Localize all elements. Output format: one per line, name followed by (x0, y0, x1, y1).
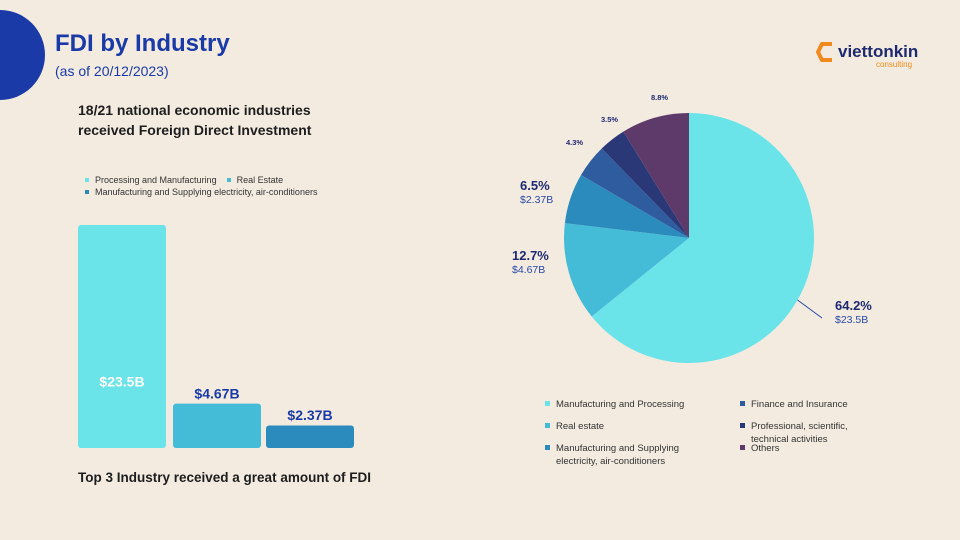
bar (266, 425, 354, 448)
pie-value-label: 6.5% (520, 178, 550, 193)
legend-swatch (545, 423, 550, 428)
bar-value-label: $4.67B (194, 385, 239, 401)
pie-value-label: 12.7% (512, 248, 549, 263)
pie-slice (591, 113, 814, 363)
legend-label: Manufacturing and Supplying electricity,… (95, 187, 318, 197)
legend-swatch (740, 423, 745, 428)
bar-value-label: $2.37B (287, 407, 332, 423)
bar (78, 225, 166, 448)
pie-value-label: 8.8% (651, 93, 668, 102)
legend-item: Manufacturing and Processing (545, 398, 740, 420)
pie-slice (564, 175, 689, 238)
bar (173, 403, 261, 448)
logo-icon (815, 42, 832, 62)
pie-slice (623, 113, 689, 238)
pie-amount-label: $4.67B (512, 264, 545, 276)
legend-label: Real estate (556, 421, 605, 432)
legend-item: Manufacturing and Supplying electricity,… (85, 187, 317, 197)
legend-swatch (85, 178, 89, 182)
legend-item: Manufacturing and Supplying electricity,… (545, 442, 740, 482)
legend-item: Real estate (545, 420, 740, 442)
legend-swatch (545, 401, 550, 406)
pie-value-label: 64.2% (835, 298, 872, 313)
legend-item: Processing and Manufacturing (85, 175, 217, 185)
pie-amount-label: $2.37B (520, 194, 553, 206)
logo-name: viettonkin (838, 42, 919, 61)
legend-swatch (545, 445, 550, 450)
logo-tagline: consulting (876, 60, 913, 69)
pie-slice (601, 131, 689, 238)
bar-value-label: $23.5B (99, 374, 144, 390)
legend-label: Others (751, 443, 780, 454)
legend-label: Manufacturing and Processing (556, 399, 685, 410)
legend-item: Others (740, 442, 885, 482)
legend-swatch (226, 178, 231, 182)
bar-legend: Processing and Manufacturing Real Estate M… (85, 175, 365, 197)
title: FDI by Industry (55, 30, 230, 57)
pie-legend: Manufacturing and Processing Real estate M… (545, 398, 885, 482)
legend-swatch (85, 190, 89, 194)
bar-chart-title: 18/21 national economic industries recei… (78, 102, 312, 138)
legend-item: Real Estate (226, 175, 284, 185)
legend-label: Finance and Insurance (751, 399, 848, 410)
legend-label: Processing and Manufacturing (95, 175, 217, 185)
pie-slice (581, 148, 689, 238)
legend-item: Professional, scientific, technical acti… (740, 420, 885, 445)
bar-chart-caption: Top 3 Industry received a great amount o… (78, 470, 372, 485)
legend-swatch (740, 401, 745, 406)
pie-amount-label: $23.5B (835, 314, 868, 326)
legend-label: Professional, scientific, technical acti… (751, 421, 848, 445)
legend-label: Real Estate (236, 175, 284, 185)
legend-swatch (740, 445, 745, 450)
decor-circle (0, 10, 45, 100)
pie-value-label: 3.5% (601, 115, 618, 124)
subtitle: (as of 20/12/2023) (55, 63, 169, 79)
legend-label: Manufacturing and Supplying electricity,… (556, 443, 680, 467)
pie-value-label: 4.3% (566, 138, 583, 147)
pie-slice (564, 223, 689, 317)
legend-item: Finance and Insurance (740, 398, 885, 420)
